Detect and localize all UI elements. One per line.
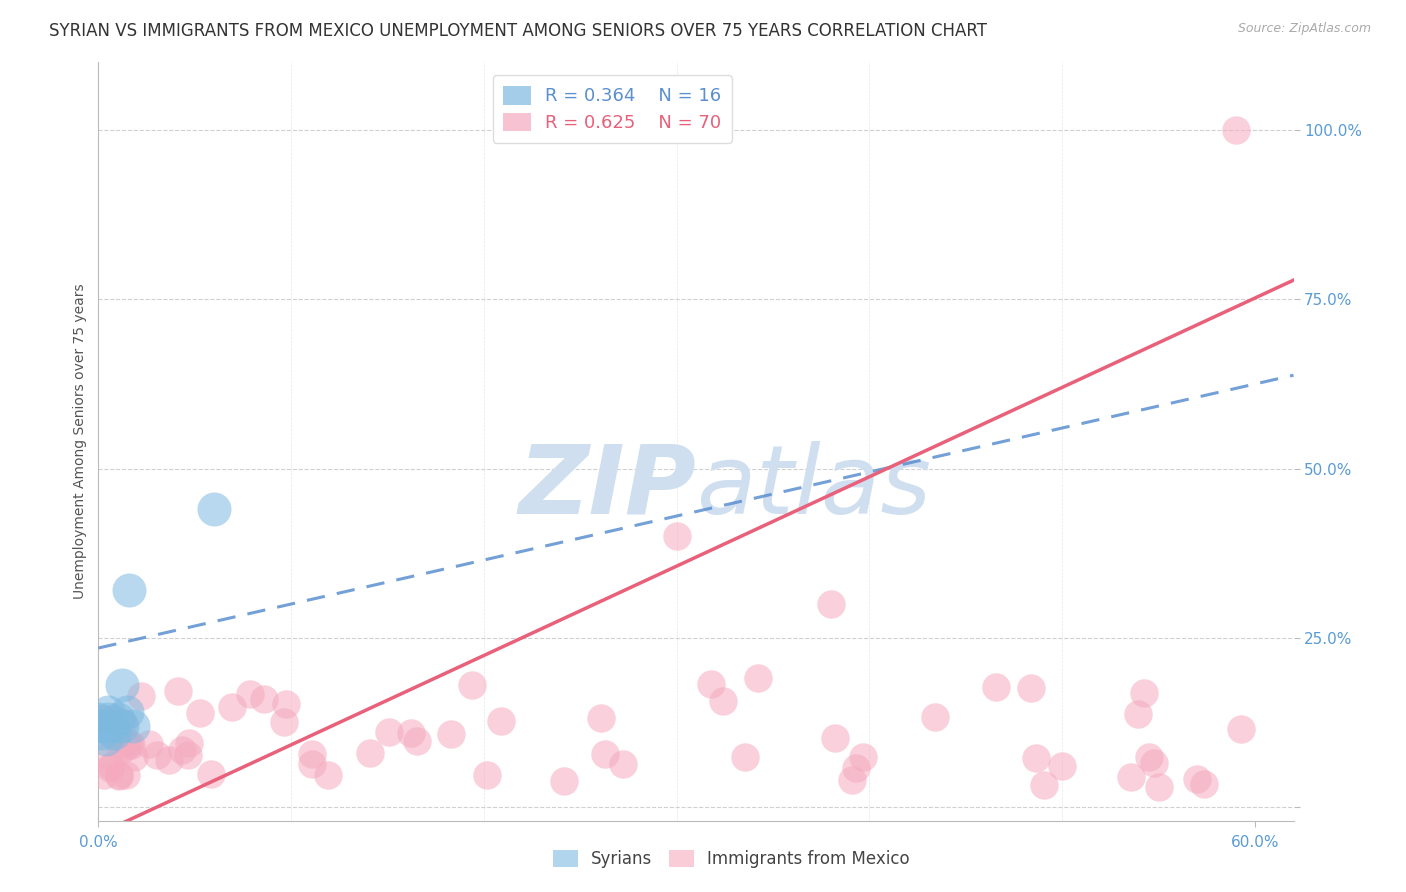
Point — [103, 712, 125, 726]
Point — [595, 747, 617, 762]
Point — [1139, 749, 1161, 764]
Point — [1019, 681, 1042, 695]
Point — [1143, 756, 1166, 770]
Point — [399, 726, 422, 740]
Point — [177, 736, 200, 750]
Point — [103, 725, 125, 739]
Point — [188, 706, 211, 720]
Point — [122, 719, 145, 733]
Point — [110, 719, 132, 733]
Legend: Syrians, Immigrants from Mexico: Syrians, Immigrants from Mexico — [546, 843, 917, 875]
Point — [115, 768, 138, 782]
Point — [145, 748, 167, 763]
Point — [820, 597, 842, 611]
Point — [117, 706, 139, 720]
Point — [91, 725, 114, 739]
Point — [97, 706, 120, 720]
Point — [98, 761, 121, 775]
Point — [841, 773, 863, 788]
Point — [166, 684, 188, 698]
Point — [845, 761, 868, 775]
Point — [110, 678, 132, 692]
Point — [239, 687, 262, 701]
Point — [553, 773, 575, 788]
Point — [93, 768, 115, 782]
Text: atlas: atlas — [696, 441, 931, 533]
Point — [157, 753, 180, 767]
Point — [1126, 706, 1149, 721]
Point — [110, 743, 132, 757]
Point — [1132, 686, 1154, 700]
Legend: R = 0.364    N = 16, R = 0.625    N = 70: R = 0.364 N = 16, R = 0.625 N = 70 — [492, 75, 733, 143]
Point — [477, 768, 499, 782]
Point — [301, 757, 323, 772]
Point — [1033, 778, 1056, 792]
Point — [1121, 770, 1143, 784]
Point — [100, 758, 122, 772]
Point — [93, 719, 115, 733]
Point — [1225, 123, 1247, 137]
Point — [200, 766, 222, 780]
Point — [1229, 723, 1251, 737]
Point — [489, 714, 512, 728]
Point — [440, 727, 463, 741]
Text: Source: ZipAtlas.com: Source: ZipAtlas.com — [1237, 22, 1371, 36]
Point — [118, 583, 141, 598]
Point — [700, 677, 723, 691]
Text: SYRIAN VS IMMIGRANTS FROM MEXICO UNEMPLOYMENT AMONG SENIORS OVER 75 YEARS CORREL: SYRIAN VS IMMIGRANTS FROM MEXICO UNEMPLO… — [49, 22, 987, 40]
Point — [108, 769, 131, 783]
Point — [97, 712, 120, 726]
Point — [87, 712, 110, 726]
Point — [359, 746, 381, 760]
Point — [202, 502, 225, 516]
Point — [120, 738, 142, 752]
Point — [129, 689, 152, 703]
Point — [461, 678, 484, 692]
Point — [177, 748, 200, 763]
Point — [170, 742, 193, 756]
Point — [273, 714, 295, 729]
Point — [87, 719, 110, 733]
Point — [316, 768, 339, 782]
Point — [1192, 777, 1215, 791]
Point — [107, 712, 129, 726]
Y-axis label: Unemployment Among Seniors over 75 years: Unemployment Among Seniors over 75 years — [73, 284, 87, 599]
Point — [405, 733, 427, 747]
Point — [221, 700, 243, 714]
Point — [747, 671, 769, 685]
Point — [90, 712, 112, 726]
Point — [112, 715, 135, 730]
Point — [1147, 780, 1170, 794]
Point — [824, 731, 846, 745]
Point — [94, 732, 117, 747]
Point — [984, 680, 1007, 694]
Point — [1050, 759, 1073, 773]
Point — [118, 736, 141, 750]
Point — [589, 711, 612, 725]
Point — [711, 694, 734, 708]
Point — [378, 724, 401, 739]
Point — [734, 750, 756, 764]
Point — [108, 767, 131, 781]
Point — [101, 719, 124, 733]
Point — [1187, 772, 1209, 786]
Point — [665, 529, 688, 543]
Point — [122, 750, 145, 764]
Point — [276, 697, 298, 711]
Text: ZIP: ZIP — [517, 441, 696, 533]
Point — [924, 709, 946, 723]
Point — [138, 737, 160, 751]
Point — [612, 756, 634, 771]
Point — [852, 750, 875, 764]
Point — [301, 747, 323, 762]
Point — [1025, 751, 1047, 765]
Point — [117, 739, 139, 753]
Point — [253, 691, 276, 706]
Point — [97, 749, 120, 764]
